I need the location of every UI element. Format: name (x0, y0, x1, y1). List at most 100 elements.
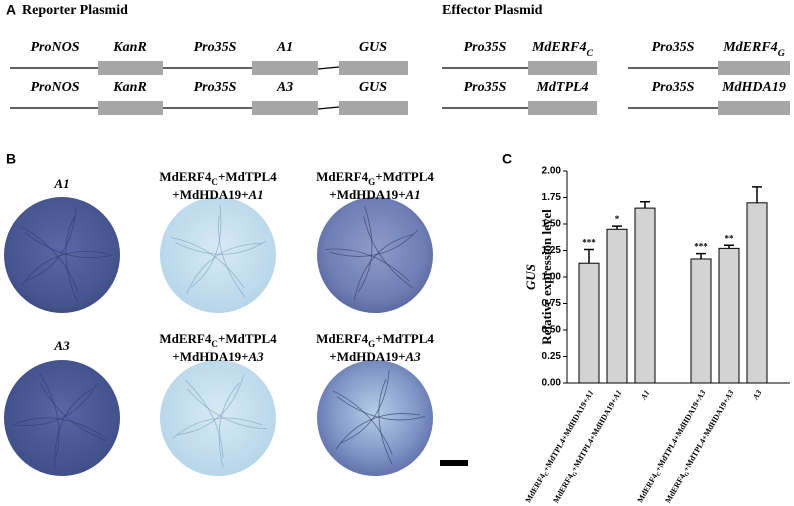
y-tick-label: 0.25 (542, 351, 562, 362)
y-tick-label: 2.00 (542, 166, 562, 177)
leaf-vein (175, 240, 267, 255)
leaf-vein (185, 379, 224, 458)
text-part: +MdTPL4 (375, 169, 434, 184)
text-part: G (684, 471, 692, 478)
gene-box (528, 61, 597, 75)
text-part: MdERF4 (159, 169, 212, 184)
element-label: Pro35S (194, 80, 237, 95)
text-part: A1 (582, 388, 595, 401)
leaf-vein (190, 204, 222, 288)
leaf-vein (171, 237, 245, 288)
text-part: +MdHDA19+ (329, 349, 405, 364)
promoter-label: Pro35S (464, 40, 507, 55)
text-part: A3 (53, 338, 70, 353)
text-part: A3 (750, 388, 763, 401)
promoter-label: Pro35S (464, 80, 507, 95)
y-tick-label: 1.25 (542, 245, 562, 256)
leaf-vein (363, 216, 413, 289)
sample-label: +MdHDA19+A3 (172, 349, 264, 364)
text-part: A3 (405, 349, 422, 364)
text-part: MdERF4 (159, 331, 212, 346)
text-part: A3 (722, 388, 735, 401)
text-part: MdERF4 (316, 331, 369, 346)
significance: * (615, 214, 620, 224)
text-part: +MdHDA19+ (172, 187, 248, 202)
text-part: C (586, 48, 593, 59)
element-label: GUS (359, 40, 387, 55)
text-part: +MdHDA19+ (172, 349, 248, 364)
error-bar (724, 244, 734, 249)
leaf-vein (353, 233, 414, 301)
sample-label: MdERF4C+MdTPL4 (159, 169, 277, 187)
leaf-vein (26, 207, 77, 281)
text-part: A3 (248, 349, 265, 364)
text-part: MdTPL4 (535, 80, 588, 95)
dna-line (317, 106, 340, 110)
leaf-vein (177, 374, 244, 436)
error-bar (612, 225, 622, 230)
gene-label: MdERF4C (531, 40, 593, 59)
text-part: A1 (53, 176, 69, 191)
bar (746, 202, 768, 384)
text-part: C (544, 471, 551, 478)
leaf-vein (336, 396, 426, 421)
text-part: +MdHDA19+ (329, 187, 405, 202)
leaf-vein (378, 379, 393, 466)
text-part: A1 (405, 187, 421, 202)
gene-box (718, 101, 790, 115)
bar (606, 228, 628, 384)
leaf-vein (357, 205, 373, 293)
y-tick-label: 0.50 (542, 325, 562, 336)
text-part: +MdTPL4 (218, 169, 277, 184)
gene-box (528, 101, 597, 115)
leaf-vein (39, 373, 60, 458)
x-tick-label: A3 (750, 388, 763, 401)
text-part: G (572, 471, 580, 478)
text-part: MdHDA19 (721, 80, 786, 95)
bar (578, 262, 600, 384)
sample-label: MdERF4C+MdTPL4 (159, 331, 277, 349)
scale-bar (440, 460, 468, 466)
text-part: +MdTPL4 (218, 331, 277, 346)
sample-label: A3 (53, 338, 70, 353)
sample-label: MdERF4G+MdTPL4 (316, 331, 434, 349)
sample-label: +MdHDA19+A1 (329, 187, 420, 202)
leaf-vein (54, 388, 93, 468)
error-bar (752, 186, 762, 203)
element-label: A3 (276, 80, 293, 95)
y-tick-label: 1.00 (542, 272, 562, 283)
leaf-vein (186, 243, 262, 295)
leaf-vein (218, 214, 246, 298)
gene-box (252, 101, 318, 115)
text-part: +MdTPL4 (375, 331, 434, 346)
text-part: MdERF4 (531, 40, 586, 55)
text-part: A1 (248, 187, 264, 202)
sample-label: A1 (53, 176, 69, 191)
bar (634, 207, 656, 384)
leaf-vein (65, 216, 79, 303)
significance: *** (694, 242, 708, 252)
leaf-vein (335, 413, 420, 450)
y-tick-label: 1.50 (542, 219, 562, 230)
error-bar (584, 248, 594, 264)
text-part: MdERF4 (663, 472, 687, 504)
panel-label: B (6, 151, 16, 167)
text-part: G (368, 339, 375, 349)
error-bar (696, 252, 706, 259)
element-label: A1 (276, 40, 293, 55)
section-title: Effector Plasmid (442, 3, 543, 18)
leaf-vein (332, 390, 393, 456)
promoter-label: Pro35S (652, 40, 695, 55)
text-part: MdERF4 (523, 472, 547, 504)
leaf-vein (20, 226, 79, 293)
gene-box (98, 61, 163, 75)
text-part: MdERF4 (722, 40, 777, 55)
text-part: MdERF4 (551, 472, 575, 504)
gene-box (718, 61, 790, 75)
text-part: G (368, 177, 375, 187)
leaf-vein (24, 232, 113, 258)
dna-line (317, 66, 340, 70)
leaf-vein (21, 250, 108, 286)
element-label: Pro35S (194, 40, 237, 55)
